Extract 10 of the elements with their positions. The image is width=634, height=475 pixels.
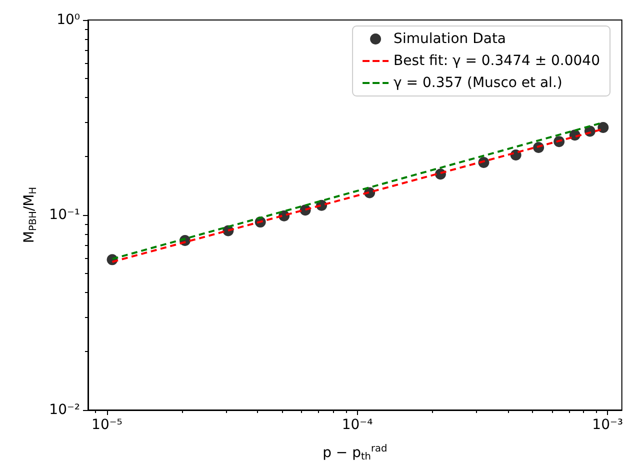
legend-label: Best fit: γ = 0.3474 ± 0.0040 (394, 53, 600, 69)
legend-label: γ = 0.357 (Musco et al.) (394, 75, 562, 91)
x-tick-label: 10⁻³ (592, 417, 624, 433)
y-axis-title: MPBH/MH (21, 186, 39, 244)
y-tick-label: 10⁰ (56, 12, 80, 28)
x-tick-label: 10⁻⁴ (342, 417, 374, 433)
legend-label: Simulation Data (394, 31, 506, 47)
x-tick-label: 10⁻⁵ (92, 417, 122, 433)
y-tick-label: 10⁻¹ (49, 207, 80, 223)
y-tick-label: 10⁻² (49, 402, 80, 418)
